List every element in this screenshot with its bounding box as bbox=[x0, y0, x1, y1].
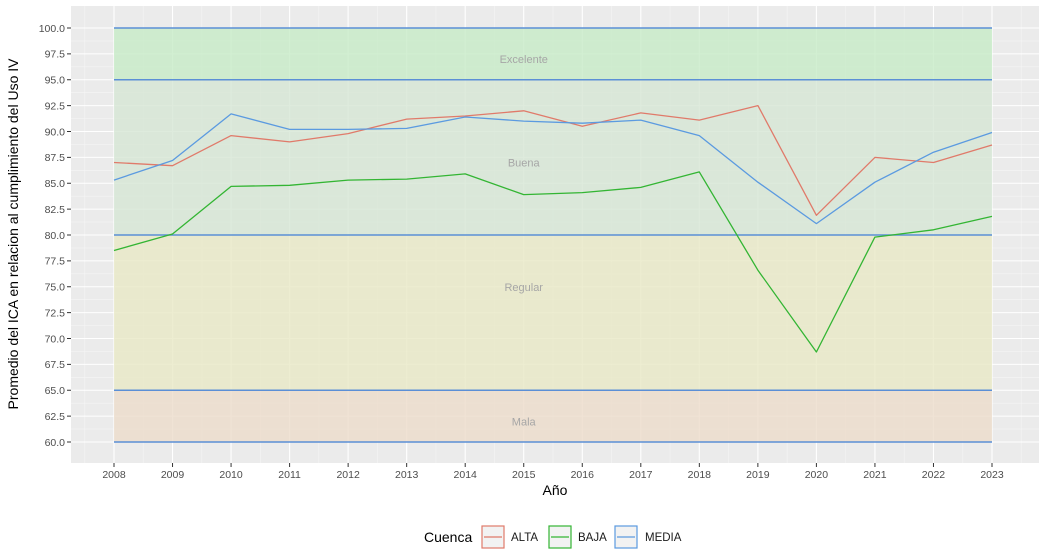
x-tick-label-2023: 2023 bbox=[980, 469, 1004, 481]
band-regular bbox=[114, 235, 992, 391]
y-tick-label: 100.0 bbox=[39, 23, 65, 35]
band-label-buena: Buena bbox=[508, 158, 541, 170]
series-line-alta bbox=[113, 104, 993, 216]
y-axis-title: Promedio del ICA en relacion al cumplimi… bbox=[5, 58, 21, 410]
y-tick-label: 77.5 bbox=[45, 256, 66, 268]
x-tick-label-2013: 2013 bbox=[395, 469, 419, 481]
band-label-mala: Mala bbox=[512, 416, 537, 428]
band-label-excelente: Excelente bbox=[500, 54, 548, 66]
y-tick-label: 75.0 bbox=[45, 282, 66, 294]
x-tick-label-2015: 2015 bbox=[512, 469, 536, 481]
y-tick-label: 67.5 bbox=[45, 359, 66, 371]
y-tick-label: 87.5 bbox=[45, 152, 66, 164]
x-tick-label-2009: 2009 bbox=[161, 469, 185, 481]
x-tick-label-2008: 2008 bbox=[102, 469, 126, 481]
x-tick-label-2020: 2020 bbox=[805, 469, 829, 481]
quality-bands bbox=[114, 28, 992, 442]
x-tick-label-2019: 2019 bbox=[746, 469, 770, 481]
y-tick-label: 60.0 bbox=[45, 437, 66, 449]
y-tick-label: 80.0 bbox=[45, 230, 66, 242]
series-line-baja bbox=[113, 171, 993, 353]
y-tick-label: 72.5 bbox=[45, 307, 66, 319]
y-tick-label: 70.0 bbox=[45, 333, 66, 345]
legend-label-alta: ALTA bbox=[511, 532, 538, 544]
band-mala bbox=[114, 390, 992, 442]
legend-label-baja: BAJA bbox=[578, 532, 607, 544]
y-tick-label: 95.0 bbox=[45, 75, 66, 87]
x-tick-label-2018: 2018 bbox=[688, 469, 712, 481]
x-tick-label-2016: 2016 bbox=[571, 469, 595, 481]
y-tick-label: 82.5 bbox=[45, 204, 66, 216]
y-tick-label: 97.5 bbox=[45, 49, 66, 61]
series-lines bbox=[113, 104, 993, 353]
reference-lines bbox=[114, 27, 992, 443]
legend-label-media: MEDIA bbox=[645, 532, 682, 544]
x-tick-label-2011: 2011 bbox=[278, 469, 301, 481]
band-excelente bbox=[114, 28, 992, 80]
x-tick-label-2012: 2012 bbox=[336, 469, 360, 481]
x-tick-label-2010: 2010 bbox=[219, 469, 243, 481]
legend-title: Cuenca bbox=[424, 529, 472, 545]
y-tick-label: 65.0 bbox=[45, 385, 66, 397]
y-tick-label: 92.5 bbox=[45, 100, 66, 112]
x-axis-title: Año bbox=[543, 482, 568, 498]
legend: Cuenca ALTA BAJA MEDIA bbox=[424, 525, 682, 549]
y-tick-label: 90.0 bbox=[45, 126, 66, 138]
x-tick-label-2017: 2017 bbox=[629, 469, 653, 481]
x-tick-label-2014: 2014 bbox=[454, 469, 478, 481]
series-line-media bbox=[113, 113, 993, 225]
y-axis-ticks: 60.0 62.5 65.0 67.5 70.0 72.5 75.0 77.5 80.0 82.5… bbox=[39, 23, 71, 449]
x-tick-label-2021: 2021 bbox=[863, 469, 887, 481]
band-buena bbox=[114, 79, 992, 235]
y-tick-label: 62.5 bbox=[45, 411, 66, 423]
x-tick-label-2022: 2022 bbox=[922, 469, 946, 481]
band-label-regular: Regular bbox=[504, 282, 543, 294]
band-labels: Excelente Buena Regular Mala bbox=[500, 54, 548, 428]
x-axis-ticks: 2008 2009 2010 2011 2012 2013 2014 2015 2016 2017… bbox=[102, 463, 1004, 481]
y-tick-label: 85.0 bbox=[45, 178, 66, 190]
